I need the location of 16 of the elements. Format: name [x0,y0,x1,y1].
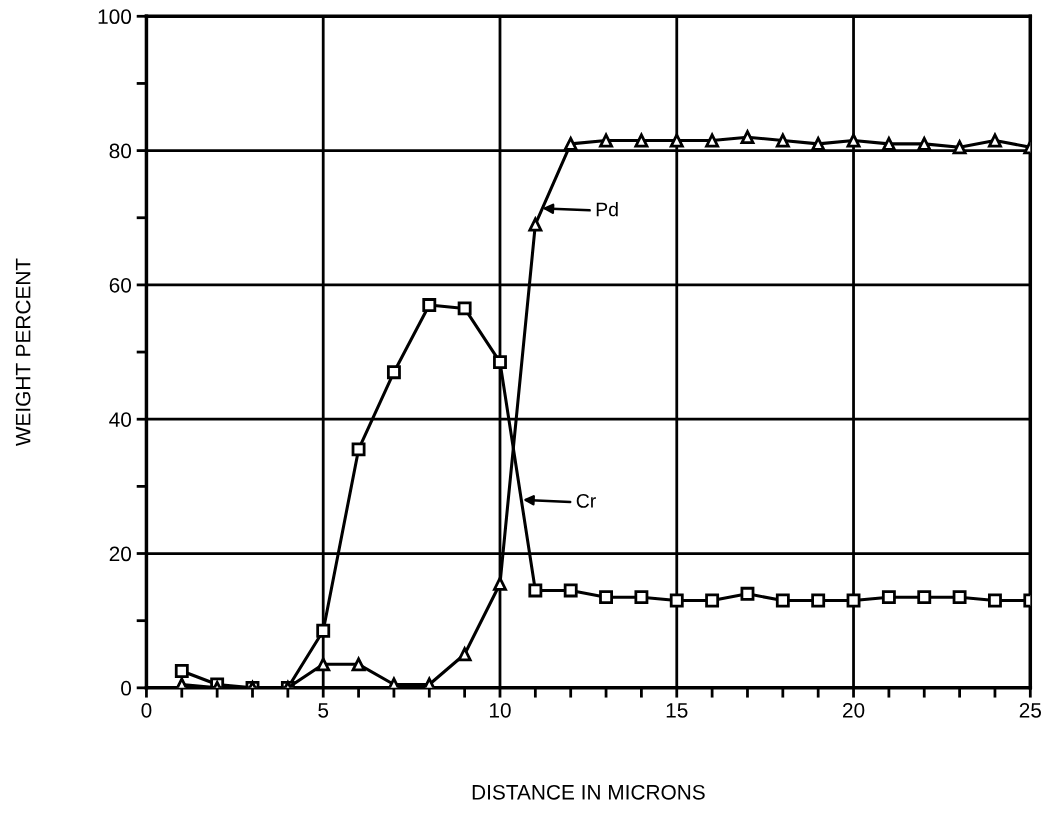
y-tick-label: 100 [98,9,132,25]
y-tick-label: 60 [109,277,132,293]
y-tick-label: 20 [109,546,132,562]
x-tick-label: 25 [1019,702,1042,718]
x-tick-label: 20 [843,702,865,718]
x-tick-label: 0 [141,702,152,718]
y-axis-title: WEIGHT PERCENT [15,258,31,447]
x-tick-label: 15 [666,703,688,718]
x-tick-label: 10 [489,702,511,718]
y-tick-label: 80 [109,143,132,159]
y-tick-label: 40 [109,412,132,427]
annotation: Cr [576,494,596,508]
x-axis-title: DISTANCE IN MICRONS [472,784,705,800]
y-tick-label: 0 [121,680,132,696]
x-tick-label: 5 [318,703,329,718]
annotation: Pd [596,202,618,217]
